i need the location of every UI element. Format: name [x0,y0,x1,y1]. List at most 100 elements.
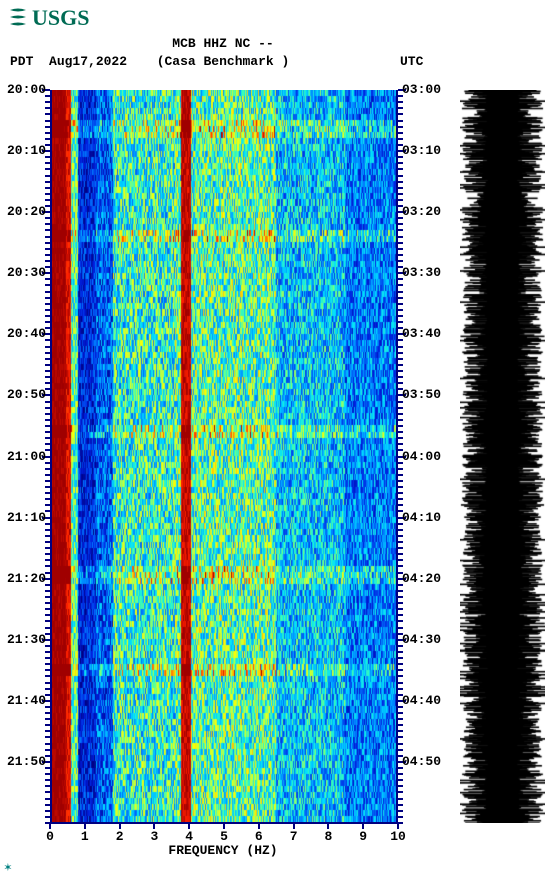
left-time-label: 20:20 [7,204,46,219]
usgs-logo: USGS [8,4,103,30]
left-tick-mark [45,437,50,439]
right-time-label: 03:10 [402,143,441,158]
left-tick-mark [45,767,50,769]
left-tick-mark [45,504,50,506]
waveform-plot [460,90,545,823]
right-tick-mark [398,248,403,250]
left-tick-mark [45,547,50,549]
left-tick-mark [45,346,50,348]
freq-tick-label: 9 [359,829,367,844]
left-tick-mark [45,559,50,561]
right-time-label: 03:20 [402,204,441,219]
left-tick-mark [45,724,50,726]
left-tick-mark [45,816,50,818]
freq-tick-label: 7 [290,829,298,844]
freq-tick-label: 0 [46,829,54,844]
right-tick-mark [398,718,403,720]
left-tick-mark [45,236,50,238]
right-tick-mark [398,779,403,781]
left-tick-mark [45,736,50,738]
left-tick-mark [45,462,50,464]
left-tick-mark [45,523,50,525]
right-tick-mark [398,425,403,427]
right-tick-mark [398,810,403,812]
left-tick-mark [45,291,50,293]
right-tick-mark [398,126,403,128]
right-tick-mark [398,175,403,177]
right-time-label: 03:40 [402,326,441,341]
right-tick-mark [398,297,403,299]
right-tick-mark [398,229,403,231]
right-tick-mark [398,620,403,622]
left-tick-mark [45,620,50,622]
corner-mark: ✶ [4,860,12,875]
left-tick-mark [45,492,50,494]
right-tick-mark [398,688,403,690]
left-tick-mark [45,156,50,158]
right-tick-mark [398,278,403,280]
right-tick-mark [398,547,403,549]
left-tick-mark [45,614,50,616]
freq-tick-label: 10 [390,829,406,844]
right-tick-mark [398,651,403,653]
right-tick-mark [398,309,403,311]
left-tick-mark [45,688,50,690]
right-tick-mark [398,236,403,238]
right-tick-mark [398,193,403,195]
left-tick-mark [45,669,50,671]
left-tick-mark [45,175,50,177]
left-tick-mark [45,339,50,341]
freq-tick-label: 4 [185,829,193,844]
right-tick-mark [398,260,403,262]
header-date: Aug17,2022 [49,54,127,69]
right-tick-mark [398,113,403,115]
left-tick-mark [45,193,50,195]
left-time-label: 20:00 [7,82,46,97]
left-tick-mark [45,706,50,708]
right-tick-mark [398,346,403,348]
right-tick-mark [398,523,403,525]
left-time-label: 20:30 [7,265,46,280]
left-tick-mark [45,260,50,262]
right-time-label: 04:10 [402,510,441,525]
right-tick-mark [398,431,403,433]
right-time-label: 03:50 [402,387,441,402]
left-tick-mark [45,798,50,800]
right-tick-mark [398,437,403,439]
right-tick-mark [398,364,403,366]
left-time-label: 21:00 [7,449,46,464]
right-tick-mark [398,535,403,537]
left-tick-mark [45,168,50,170]
right-time-label: 03:30 [402,265,441,280]
spectrogram-canvas [50,90,398,823]
left-time-label: 21:50 [7,754,46,769]
left-tick-mark [45,779,50,781]
left-tick-mark [45,113,50,115]
right-tick-mark [398,498,403,500]
left-time-label: 21:20 [7,571,46,586]
left-tick-mark [45,278,50,280]
right-tick-mark [398,474,403,476]
left-tick-mark [45,682,50,684]
right-tick-mark [398,529,403,531]
waveform-canvas [460,90,545,823]
left-tick-mark [45,443,50,445]
left-tick-mark [45,584,50,586]
left-tick-mark [45,242,50,244]
left-tick-mark [45,382,50,384]
right-tick-mark [398,462,403,464]
left-tick-mark [45,498,50,500]
right-tick-mark [398,492,403,494]
left-tick-mark [45,376,50,378]
right-tick-mark [398,663,403,665]
right-tick-mark [398,443,403,445]
frequency-axis: 012345678910 [50,823,398,841]
right-tick-mark [398,657,403,659]
right-tick-mark [398,370,403,372]
chart-title: MCB HHZ NC -- [0,36,446,51]
freq-tick-label: 8 [324,829,332,844]
right-tick-mark [398,339,403,341]
right-tick-mark [398,596,403,598]
right-time-label: 03:00 [402,82,441,97]
right-tick-mark [398,602,403,604]
